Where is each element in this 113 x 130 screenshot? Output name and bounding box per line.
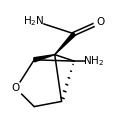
- Text: $\mathregular{H_2N}$: $\mathregular{H_2N}$: [23, 14, 45, 28]
- Text: O: O: [95, 17, 104, 27]
- Text: O: O: [12, 83, 20, 93]
- Polygon shape: [34, 55, 54, 62]
- Polygon shape: [54, 32, 75, 55]
- Text: $\mathregular{NH_2}$: $\mathregular{NH_2}$: [82, 54, 103, 68]
